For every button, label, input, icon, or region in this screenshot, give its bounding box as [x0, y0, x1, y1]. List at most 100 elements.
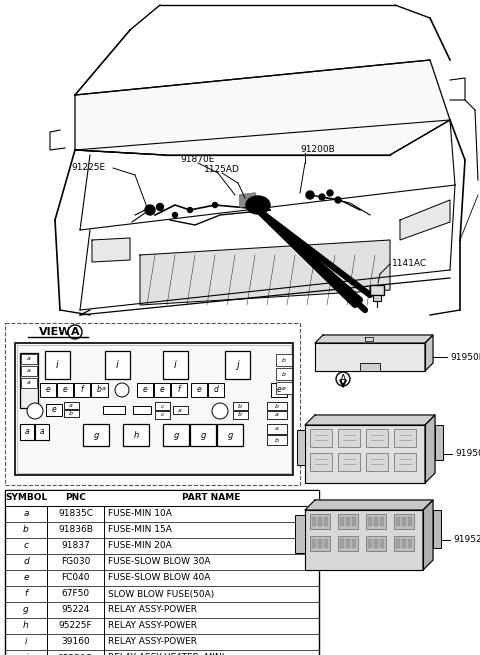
Bar	[380, 539, 384, 548]
Bar	[163, 351, 188, 379]
Polygon shape	[315, 343, 425, 371]
Bar	[394, 453, 416, 471]
Text: FUSE-SLOW BLOW 40A: FUSE-SLOW BLOW 40A	[108, 574, 210, 582]
Bar	[297, 430, 305, 465]
Text: a: a	[275, 426, 279, 432]
Text: e: e	[197, 386, 202, 394]
Text: 95225F: 95225F	[59, 622, 92, 631]
Text: b: b	[96, 386, 101, 394]
Bar	[408, 539, 412, 548]
Bar	[310, 429, 332, 447]
Bar	[105, 351, 130, 379]
Bar	[402, 517, 406, 526]
Bar	[324, 517, 328, 526]
Bar	[338, 453, 360, 471]
Bar	[340, 517, 344, 526]
Circle shape	[306, 191, 314, 199]
Polygon shape	[75, 60, 450, 155]
Text: a: a	[178, 407, 182, 413]
Text: PART NAME: PART NAME	[182, 493, 240, 502]
Text: f: f	[178, 386, 180, 394]
Polygon shape	[92, 238, 130, 262]
Text: g: g	[228, 430, 233, 440]
Bar	[267, 411, 287, 419]
Text: FUSE-MIN 10A: FUSE-MIN 10A	[108, 510, 172, 519]
Bar	[435, 425, 443, 460]
Text: 91950D: 91950D	[455, 449, 480, 458]
Bar	[133, 406, 151, 414]
Text: a: a	[24, 428, 29, 436]
Bar	[318, 517, 322, 526]
Text: g: g	[93, 430, 99, 440]
Circle shape	[335, 197, 341, 203]
Text: RELAY ASSY-HEATER  MINI: RELAY ASSY-HEATER MINI	[108, 654, 224, 655]
Bar	[64, 410, 79, 417]
Circle shape	[156, 204, 164, 210]
Text: b: b	[23, 525, 29, 534]
Text: a: a	[102, 386, 106, 390]
Bar	[374, 517, 378, 526]
Text: A: A	[340, 374, 346, 384]
Polygon shape	[425, 415, 435, 483]
Bar	[374, 539, 378, 548]
Bar	[276, 354, 292, 366]
Text: RELAY ASSY-POWER: RELAY ASSY-POWER	[108, 605, 197, 614]
Bar	[312, 517, 316, 526]
Text: 91870E: 91870E	[181, 155, 215, 164]
Bar	[310, 514, 330, 529]
Text: g: g	[200, 430, 206, 440]
Text: a: a	[27, 356, 31, 362]
Bar	[173, 406, 188, 414]
Polygon shape	[305, 500, 433, 510]
Text: a: a	[23, 510, 29, 519]
Circle shape	[212, 403, 228, 419]
Text: 67F50: 67F50	[61, 590, 90, 599]
Text: PNC: PNC	[65, 493, 86, 502]
Bar	[163, 424, 189, 446]
Bar	[324, 539, 328, 548]
Text: a: a	[69, 403, 73, 408]
Text: 91950E: 91950E	[450, 352, 480, 362]
Text: 91200B: 91200B	[300, 145, 336, 155]
Text: 91836B: 91836B	[58, 525, 93, 534]
Text: g: g	[23, 605, 29, 614]
Bar	[21, 378, 37, 388]
Text: e: e	[282, 386, 286, 390]
Text: a: a	[275, 413, 279, 417]
Text: i: i	[174, 360, 177, 370]
Bar	[21, 354, 37, 364]
Text: a: a	[27, 381, 31, 386]
Circle shape	[188, 208, 192, 212]
Text: h: h	[23, 622, 29, 631]
Circle shape	[115, 383, 129, 397]
Text: SLOW BLOW FUSE(50A): SLOW BLOW FUSE(50A)	[108, 590, 214, 599]
Bar	[352, 539, 356, 548]
Text: b: b	[282, 358, 286, 362]
Bar	[360, 363, 380, 371]
Bar	[155, 402, 170, 410]
Bar	[368, 539, 372, 548]
Bar	[352, 517, 356, 526]
Bar	[17, 345, 291, 473]
Text: RELAY ASSY-POWER: RELAY ASSY-POWER	[108, 637, 197, 646]
Bar	[137, 383, 153, 397]
Circle shape	[327, 190, 333, 196]
Bar	[396, 517, 400, 526]
Polygon shape	[305, 425, 425, 483]
Bar	[64, 402, 79, 409]
Text: i: i	[116, 360, 119, 370]
Text: 95230Q: 95230Q	[58, 654, 93, 655]
Text: h: h	[133, 430, 139, 440]
Bar	[15, 343, 293, 475]
Text: e: e	[62, 386, 67, 394]
Bar	[171, 383, 187, 397]
Text: 1141AC: 1141AC	[392, 259, 427, 267]
Text: b: b	[69, 411, 73, 416]
Bar	[40, 383, 56, 397]
Text: d: d	[23, 557, 29, 567]
Bar	[123, 424, 149, 446]
Text: f: f	[81, 386, 84, 394]
Text: b: b	[282, 371, 286, 377]
Bar	[310, 453, 332, 471]
Bar	[267, 435, 287, 445]
